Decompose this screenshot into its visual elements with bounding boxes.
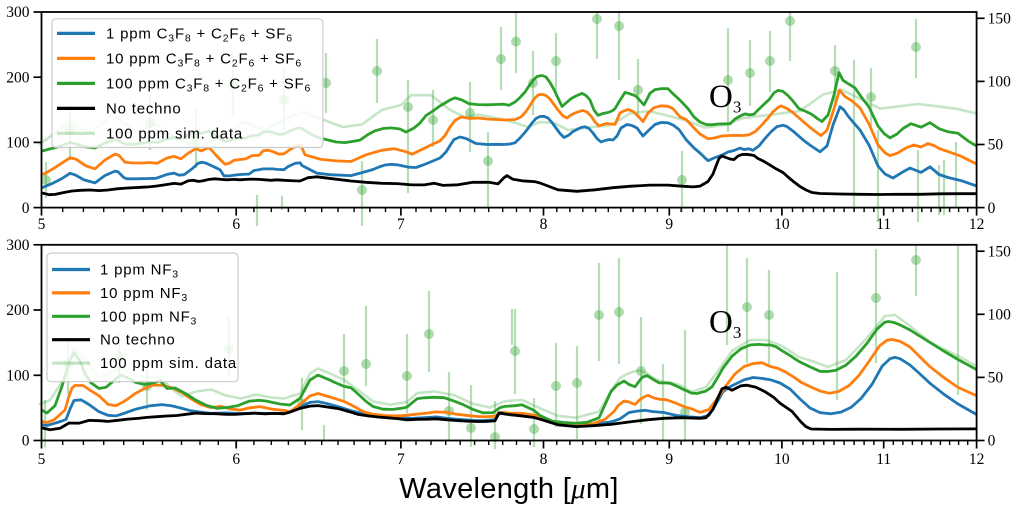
svg-text:100: 100 — [6, 135, 30, 152]
svg-text:0: 0 — [988, 433, 996, 450]
svg-text:12: 12 — [969, 216, 985, 233]
svg-text:150: 150 — [988, 11, 1012, 28]
svg-text:7: 7 — [397, 216, 405, 233]
svg-text:300: 300 — [6, 4, 30, 21]
svg-text:12: 12 — [969, 451, 985, 468]
svg-text:200: 200 — [6, 69, 30, 86]
svg-text:5: 5 — [38, 451, 46, 468]
svg-text:No techno: No techno — [100, 332, 176, 349]
svg-text:7: 7 — [397, 451, 405, 468]
svg-text:100: 100 — [988, 74, 1012, 91]
svg-text:No techno: No techno — [106, 100, 182, 117]
svg-text:10 ppm NF3: 10 ppm NF3 — [100, 285, 188, 304]
svg-text:300: 300 — [6, 237, 30, 254]
svg-text:Wavelength [μm]: Wavelength [μm] — [399, 473, 618, 505]
svg-text:6: 6 — [232, 216, 240, 233]
svg-text:0: 0 — [22, 433, 30, 450]
svg-text:11: 11 — [876, 451, 891, 468]
svg-text:9: 9 — [665, 216, 673, 233]
svg-text:11: 11 — [876, 216, 891, 233]
svg-text:100 ppm sim. data: 100 ppm sim. data — [100, 355, 237, 372]
svg-text:50: 50 — [988, 137, 1004, 154]
svg-text:10 ppm C3F8 + C2F6 + SF6: 10 ppm C3F8 + C2F6 + SF6 — [106, 50, 302, 69]
svg-text:50: 50 — [988, 370, 1004, 387]
svg-text:100 ppm C3F8 + C2F6 + SF6: 100 ppm C3F8 + C2F6 + SF6 — [106, 75, 311, 94]
svg-text:6: 6 — [232, 451, 240, 468]
svg-text:200: 200 — [6, 302, 30, 319]
svg-text:100: 100 — [6, 368, 30, 385]
svg-text:100: 100 — [988, 307, 1012, 324]
svg-text:0: 0 — [988, 200, 996, 217]
svg-text:1 ppm NF3: 1 ppm NF3 — [100, 262, 179, 281]
svg-text:100 ppm NF3: 100 ppm NF3 — [100, 308, 197, 327]
svg-text:10: 10 — [774, 216, 790, 233]
svg-text:0: 0 — [22, 200, 30, 217]
svg-text:10: 10 — [774, 451, 790, 468]
svg-text:150: 150 — [988, 243, 1012, 260]
svg-text:8: 8 — [540, 451, 548, 468]
svg-text:9: 9 — [665, 451, 673, 468]
svg-text:1 ppm C3F8 + C2F6 + SF6: 1 ppm C3F8 + C2F6 + SF6 — [106, 25, 293, 44]
svg-text:100 ppm sim. data: 100 ppm sim. data — [106, 125, 243, 142]
svg-text:8: 8 — [540, 216, 548, 233]
svg-text:5: 5 — [38, 216, 46, 233]
svg-text:O3: O3 — [709, 79, 741, 117]
